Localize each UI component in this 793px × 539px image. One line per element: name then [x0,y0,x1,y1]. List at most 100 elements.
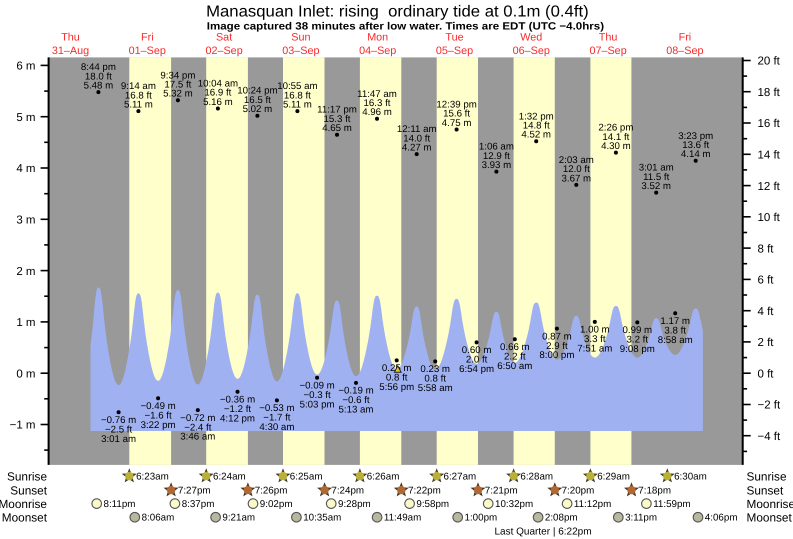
svg-text:4.14 m: 4.14 m [681,149,711,160]
svg-text:7:27pm: 7:27pm [178,486,211,497]
svg-text:9:34 pm: 9:34 pm [160,70,195,81]
svg-text:−2 ft: −2 ft [758,400,782,412]
svg-text:3.67 m: 3.67 m [561,173,591,184]
svg-text:14.0 ft: 14.0 ft [403,133,430,144]
svg-text:4 m: 4 m [16,163,35,175]
svg-text:−0.36 m: −0.36 m [220,395,255,406]
svg-text:−0.6 ft: −0.6 ft [342,395,370,406]
svg-text:4.96 m: 4.96 m [362,107,392,118]
svg-text:16.9 ft: 16.9 ft [204,88,231,99]
svg-text:0.66 m: 0.66 m [500,342,530,353]
svg-text:13.6 ft: 13.6 ft [682,140,709,151]
svg-text:−0.76 m: −0.76 m [101,415,136,426]
svg-text:Sunrise: Sunrise [747,469,787,483]
svg-text:Moonset: Moonset [747,510,793,524]
svg-text:0.99 m: 0.99 m [622,325,652,336]
svg-text:6 ft: 6 ft [758,275,775,287]
svg-text:10:24 pm: 10:24 pm [237,86,277,97]
svg-text:03–Sep: 03–Sep [282,45,319,57]
svg-text:3.52 m: 3.52 m [641,181,671,192]
svg-text:−0.53 m: −0.53 m [259,403,294,414]
svg-text:0.8 ft: 0.8 ft [386,373,408,384]
svg-text:Manasquan Inlet: rising ordin: Manasquan Inlet: rising ordinary tide at… [206,4,589,21]
svg-text:6:23am: 6:23am [136,472,169,483]
svg-text:16.8 ft: 16.8 ft [284,90,311,101]
svg-text:9:02pm: 9:02pm [260,499,293,510]
svg-text:12:39 pm: 12:39 pm [436,100,476,111]
svg-text:31–Aug: 31–Aug [52,45,89,57]
svg-text:6:54 pm: 6:54 pm [459,364,494,375]
svg-text:4.75 m: 4.75 m [442,118,472,129]
svg-text:−2.5 ft: −2.5 ft [105,425,133,436]
svg-text:3:11pm: 3:11pm [625,513,657,524]
svg-text:2.0 ft: 2.0 ft [466,355,488,366]
svg-text:1:00pm: 1:00pm [465,513,498,524]
svg-text:6:30am: 6:30am [674,472,707,483]
svg-text:−1.2 ft: −1.2 ft [224,404,252,415]
svg-text:8:00 pm: 8:00 pm [539,350,574,361]
svg-text:5:56 pm: 5:56 pm [379,382,414,393]
svg-text:07–Sep: 07–Sep [589,45,626,57]
svg-text:11:49am: 11:49am [384,513,421,524]
svg-text:2 ft: 2 ft [758,337,775,349]
svg-text:9:08 pm: 9:08 pm [620,344,655,355]
svg-text:18.0 ft: 18.0 ft [85,71,112,82]
svg-text:2:03 am: 2:03 am [559,155,594,166]
svg-text:5.02 m: 5.02 m [243,104,273,115]
svg-text:8:58 am: 8:58 am [658,335,693,346]
svg-text:6:27am: 6:27am [444,472,477,483]
svg-text:−0.19 m: −0.19 m [338,386,373,397]
svg-text:6:24am: 6:24am [213,472,246,483]
svg-text:−1 m: −1 m [10,420,36,432]
svg-text:Last Quarter | 6:22pm: Last Quarter | 6:22pm [494,527,591,538]
svg-text:7:26pm: 7:26pm [255,486,288,497]
svg-text:2:26 pm: 2:26 pm [598,123,633,134]
svg-text:Sun: Sun [291,32,310,44]
svg-text:3:23 pm: 3:23 pm [678,131,713,142]
svg-text:18 ft: 18 ft [758,87,781,99]
svg-text:−2.4 ft: −2.4 ft [184,422,212,433]
svg-text:3:22 pm: 3:22 pm [141,420,176,431]
svg-text:9:21am: 9:21am [222,513,255,524]
svg-text:10:35am: 10:35am [303,513,341,524]
svg-text:5:13 am: 5:13 am [338,405,373,416]
svg-text:15.6 ft: 15.6 ft [443,109,470,120]
svg-text:0.8 ft: 0.8 ft [424,374,446,385]
svg-text:0 ft: 0 ft [758,368,775,380]
svg-text:Moonrise: Moonrise [747,497,793,511]
svg-text:16.5 ft: 16.5 ft [244,95,271,106]
svg-text:Sunset: Sunset [747,483,784,497]
svg-text:2 m: 2 m [16,266,35,278]
svg-text:11:59pm: 11:59pm [653,499,690,510]
svg-text:1:32 pm: 1:32 pm [519,111,554,122]
svg-text:−0.72 m: −0.72 m [180,413,215,424]
svg-text:9:14 am: 9:14 am [121,81,156,92]
svg-text:01–Sep: 01–Sep [129,45,166,57]
svg-text:8:11pm: 8:11pm [104,499,136,510]
svg-text:−1.6 ft: −1.6 ft [144,411,172,422]
svg-text:3:46 am: 3:46 am [180,432,215,443]
svg-text:11.5 ft: 11.5 ft [643,172,670,183]
svg-text:2.2 ft: 2.2 ft [504,352,526,363]
svg-text:16 ft: 16 ft [758,118,781,130]
svg-text:6:50 am: 6:50 am [497,361,532,372]
svg-text:−0.09 m: −0.09 m [299,381,334,392]
svg-text:1.17 m: 1.17 m [660,316,690,327]
svg-text:4:06pm: 4:06pm [705,513,738,524]
svg-text:7:18pm: 7:18pm [638,486,671,497]
svg-text:14.8 ft: 14.8 ft [523,121,550,132]
svg-text:4.27 m: 4.27 m [402,143,432,154]
svg-text:Sat: Sat [216,32,232,44]
svg-text:9:58pm: 9:58pm [416,499,449,510]
svg-text:Sunrise: Sunrise [7,469,47,483]
svg-text:6:28am: 6:28am [520,472,553,483]
svg-text:10:04 am: 10:04 am [198,79,238,90]
svg-text:12.9 ft: 12.9 ft [483,151,510,162]
svg-text:Sunset: Sunset [10,483,47,497]
svg-text:Thu: Thu [61,32,80,44]
svg-text:7:51 am: 7:51 am [577,344,612,355]
svg-text:0 m: 0 m [16,368,35,380]
svg-text:5.11 m: 5.11 m [124,100,153,111]
svg-text:3 m: 3 m [16,215,35,227]
svg-text:5:58 am: 5:58 am [418,383,453,394]
